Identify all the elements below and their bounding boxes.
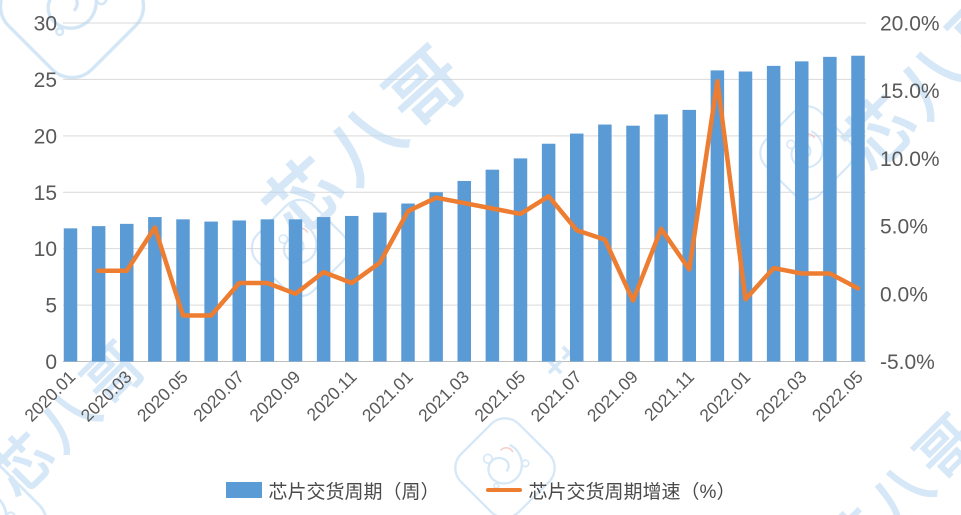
legend-bar-label: 芯片交货周期（周） xyxy=(268,481,440,503)
bar-2022.03 xyxy=(795,61,809,362)
bar-2020.03 xyxy=(120,223,134,362)
right-axis-tick: 15.0% xyxy=(880,80,940,103)
x-axis-label: 2021.05 xyxy=(470,367,529,426)
bar-2021.07 xyxy=(570,133,584,362)
bar-2020.08 xyxy=(260,219,275,362)
x-axis-label: 2020.09 xyxy=(245,367,304,426)
legend-line-label: 芯片交货周期增速（%） xyxy=(528,481,736,503)
bar-2020.07 xyxy=(232,220,246,362)
x-axis-label: 2022.03 xyxy=(752,367,811,426)
legend-item-line: 芯片交货周期增速（%） xyxy=(485,477,736,504)
x-axis-label: 2022.05 xyxy=(808,367,867,426)
bar-2020.09 xyxy=(288,219,303,362)
x-axis-label: 2021.07 xyxy=(527,367,586,426)
bar-2022.04 xyxy=(823,56,837,362)
bar-2021.10 xyxy=(654,114,668,362)
legend-item-bar: 芯片交货周期（周） xyxy=(225,477,440,504)
right-axis-tick: 5.0% xyxy=(880,216,928,239)
bar-2021.01 xyxy=(401,203,415,362)
left-axis-tick: 15 xyxy=(34,182,57,205)
x-axis-label: 2020.03 xyxy=(77,367,136,426)
x-axis-label: 2020.01 xyxy=(20,367,79,426)
x-axis-label: 2022.01 xyxy=(695,367,754,426)
bar-2021.02 xyxy=(429,192,443,362)
left-axis-tick: 10 xyxy=(34,238,57,261)
bar-2021.04 xyxy=(485,169,500,362)
left-axis-tick: 5 xyxy=(45,295,57,318)
bar-2020.12 xyxy=(373,212,387,362)
bar-2021.05 xyxy=(513,158,528,362)
x-axis-label: 2021.03 xyxy=(414,367,473,426)
bar-2021.12 xyxy=(710,70,725,362)
x-axis-label: 2020.07 xyxy=(189,367,248,426)
left-axis-tick: 0 xyxy=(45,351,57,374)
x-axis-label: 2020.05 xyxy=(133,367,192,426)
left-axis-tick: 25 xyxy=(34,69,57,92)
x-axis-label: 2021.01 xyxy=(358,367,417,426)
legend-bar-swatch-icon xyxy=(225,482,262,498)
left-axis-tick: 30 xyxy=(34,13,57,36)
bar-2021.09 xyxy=(626,125,640,362)
legend-line-swatch-icon xyxy=(485,487,522,493)
bar-2022.02 xyxy=(766,65,781,362)
bar-2021.03 xyxy=(457,180,471,362)
legend: 芯片交货周期（周） 芯片交货周期增速（%） xyxy=(0,474,961,506)
bar-2022.05 xyxy=(851,55,865,362)
bar-2020.11 xyxy=(345,215,359,362)
x-axis-label: 2021.09 xyxy=(583,367,642,426)
growth-line xyxy=(96,78,861,318)
x-axis-label: 2021.11 xyxy=(640,367,698,425)
bar-2021.06 xyxy=(541,143,556,362)
right-axis-tick: 20.0% xyxy=(880,13,940,36)
left-axis-tick: 20 xyxy=(34,125,57,148)
right-axis-tick: -5.0% xyxy=(880,351,935,374)
bar-2020.04 xyxy=(148,217,162,362)
bar-2022.01 xyxy=(738,71,753,362)
right-axis-tick: 0.0% xyxy=(880,283,928,306)
bar-2020.02 xyxy=(91,226,106,362)
bar-2020.01 xyxy=(63,228,78,362)
bar-2020.06 xyxy=(204,221,218,362)
x-axis-label: 2020.11 xyxy=(303,367,361,425)
bar-2021.11 xyxy=(682,109,696,362)
bar-2020.05 xyxy=(176,219,190,362)
bar-2020.10 xyxy=(316,217,331,362)
right-axis-tick: 10.0% xyxy=(880,148,940,171)
